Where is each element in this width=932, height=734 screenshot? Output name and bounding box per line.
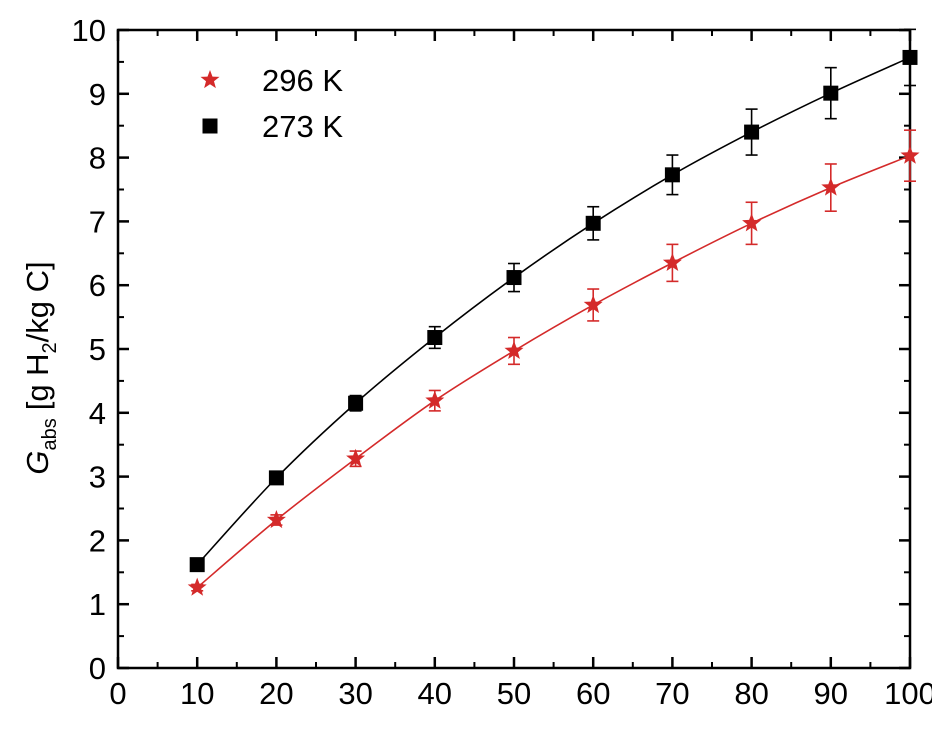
y-tick-label: 3 [89,460,106,495]
data-point [506,270,522,286]
y-tick-label: 5 [89,332,106,367]
data-point [585,215,601,231]
legend-label: 296 K [262,63,343,98]
axis-ticks: 0 10 20 30 40 50 60 70 80 90 100 0 1 2 3 4 5 6 7 8 9 10 [72,13,932,711]
legend-marker [202,118,218,134]
data-point [900,145,920,164]
data-point [268,470,284,486]
data-point [744,124,760,140]
data-point [427,330,443,346]
series-line [196,56,911,566]
data-point [902,49,918,65]
x-tick-label: 20 [259,676,293,711]
x-tick-label: 40 [418,676,452,711]
legend: 296 K 273 K [200,63,343,144]
y-tick-label: 8 [89,141,106,176]
data-series [187,28,920,596]
x-tick-label: 80 [734,676,768,711]
y-axis-title: Gabs [g H2/kg C] [20,261,61,474]
x-tick-label: 30 [338,676,372,711]
y-tick-label: 4 [89,396,106,431]
y-axis-title-prefix-subscript: 2 [39,342,61,353]
legend-entry: 273 K [202,109,343,144]
y-axis-title-symbol: G [20,451,55,475]
y-tick-label: 10 [72,13,106,48]
y-tick-label: 2 [89,523,106,558]
data-point [583,294,603,314]
legend-label: 273 K [262,109,343,144]
data-point [662,252,682,271]
x-tick-label: 90 [814,676,848,711]
data-point [187,577,207,596]
x-tick-label: 10 [180,676,214,711]
x-tick-label: 100 [884,676,932,711]
y-axis-title-symbol-subscript: abs [39,418,61,450]
data-point [348,395,364,411]
legend-entry: 296 K [200,63,343,98]
legend-marker [200,70,220,89]
y-tick-label: 0 [89,651,106,686]
series-296-k [187,129,920,596]
data-point [742,213,762,232]
data-point [346,448,366,467]
x-tick-label: 60 [576,676,610,711]
data-point [821,177,841,196]
data-point [266,509,286,529]
data-point [425,390,445,409]
y-tick-label: 1 [89,587,106,622]
y-axis-title-group: Gabs [g H2/kg C] [20,261,61,474]
y-axis-title-suffix: /kg C] [20,261,55,342]
x-tick-label: 50 [497,676,531,711]
y-tick-label: 9 [89,77,106,112]
series-273-k [189,28,918,573]
y-tick-label: 7 [89,204,106,239]
data-point [189,557,205,573]
series-line [196,154,911,589]
x-tick-label: 70 [655,676,689,711]
data-point [823,85,839,101]
data-point [664,167,680,183]
data-point [504,340,524,359]
x-tick-label: 0 [109,676,126,711]
y-axis-title-prefix: [g H [20,353,55,410]
y-tick-label: 6 [89,268,106,303]
